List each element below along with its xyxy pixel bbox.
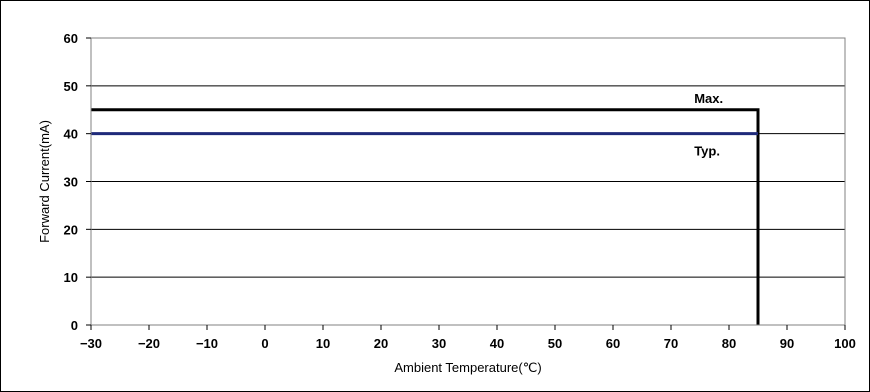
- x-tick-label: −20: [138, 336, 160, 351]
- series-line-max: [91, 108, 760, 325]
- x-tick-label: 80: [722, 336, 736, 351]
- x-tick-label: 70: [664, 336, 678, 351]
- x-tick-label: 30: [432, 336, 446, 351]
- x-axis-ticks: −30 −20 −10 0 10 20 30 40 50 60 70 80 90 100: [80, 325, 856, 351]
- plot-area: [90, 37, 846, 326]
- y-tick-label: 40: [64, 127, 78, 142]
- x-tick-label: 90: [780, 336, 794, 351]
- x-tick-label: 100: [834, 336, 856, 351]
- y-tick-label: 10: [64, 270, 78, 285]
- x-tick-label: 60: [606, 336, 620, 351]
- y-axis-ticks: 0 10 20 30 40 50 60: [64, 31, 91, 333]
- y-tick-label: 0: [71, 318, 78, 333]
- x-tick-label: −10: [196, 336, 218, 351]
- y-axis-title: Forward Current(mA): [37, 120, 52, 243]
- series-label: Typ.: [694, 143, 720, 158]
- x-tick-label: 50: [548, 336, 562, 351]
- series-annotations: Max. Typ.: [694, 91, 723, 159]
- series-lines: [91, 108, 760, 325]
- y-tick-label: 50: [64, 79, 78, 94]
- x-tick-label: 10: [316, 336, 330, 351]
- y-tick-label: 20: [64, 222, 78, 237]
- series-label: Max.: [694, 91, 723, 106]
- y-tick-label: 60: [64, 31, 78, 46]
- x-tick-label: 0: [261, 336, 268, 351]
- y-tick-label: 30: [64, 175, 78, 190]
- x-tick-label: −30: [80, 336, 102, 351]
- x-axis-title: Ambient Temperature(℃): [394, 360, 541, 375]
- x-tick-label: 20: [374, 336, 388, 351]
- x-tick-label: 40: [490, 336, 504, 351]
